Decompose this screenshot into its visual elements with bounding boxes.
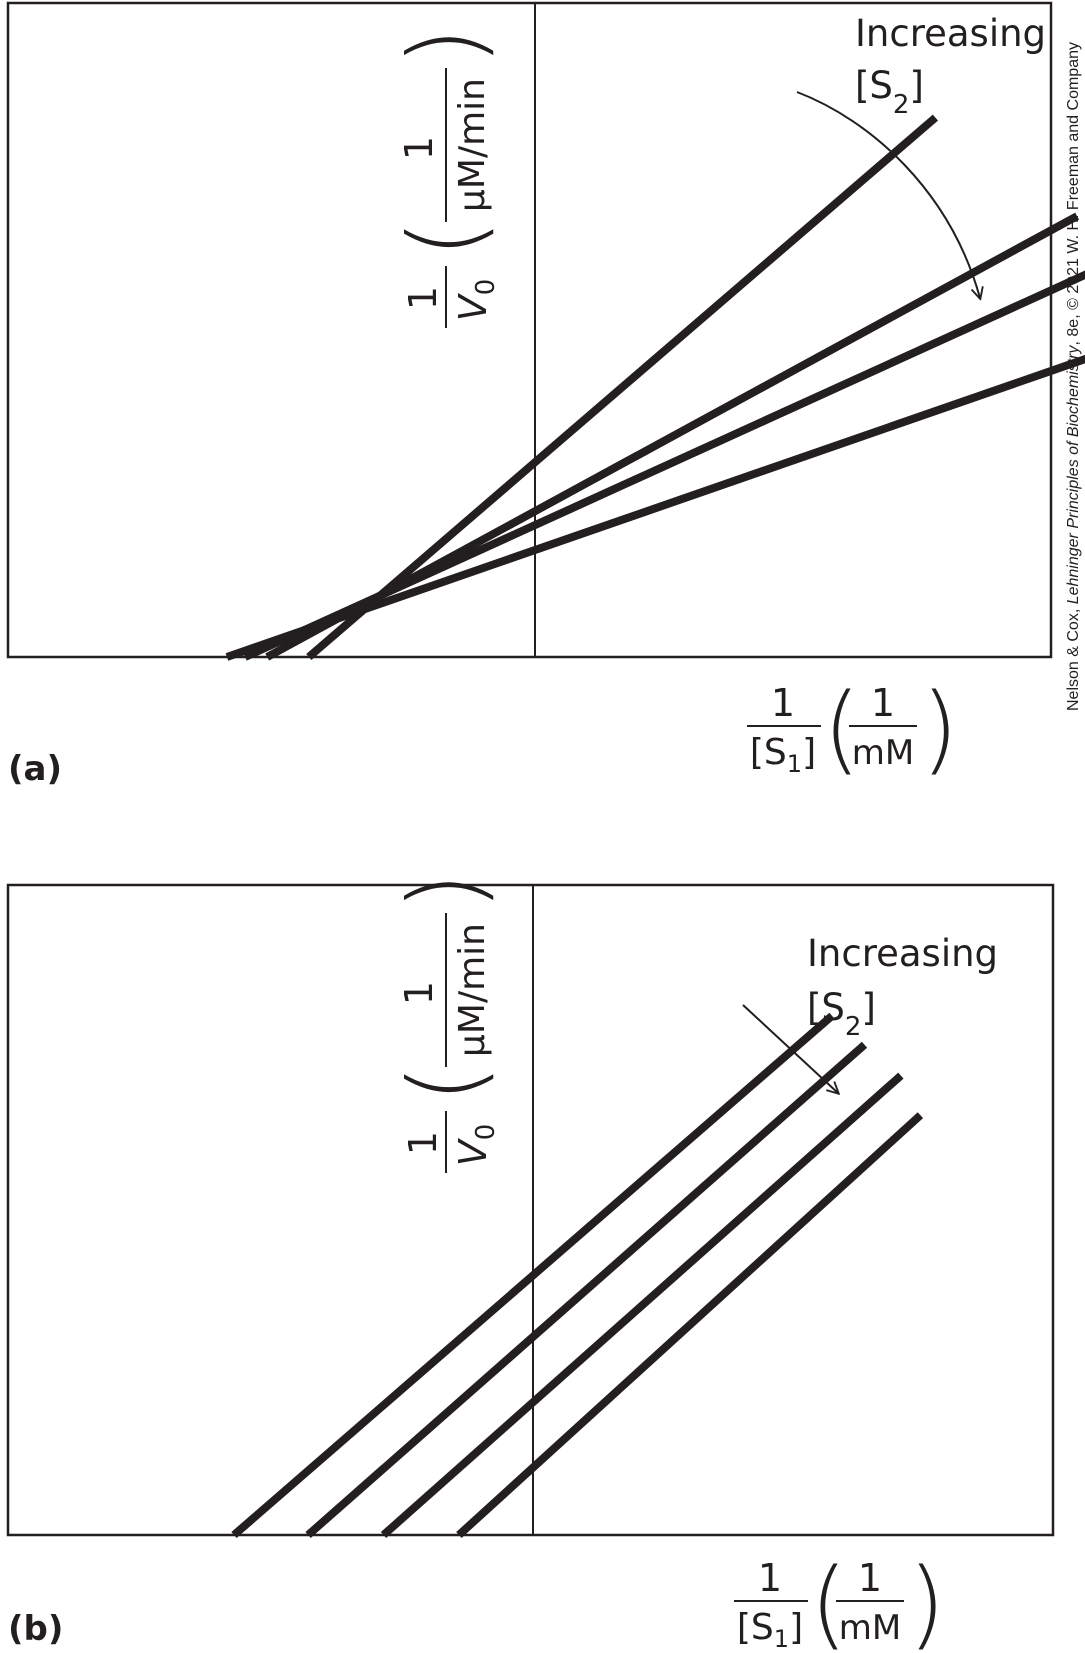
panel-a-frame: [6, 1, 1053, 659]
panel-b-label: (b): [8, 1609, 63, 1649]
panel-b-annotation-line2: [S2]: [807, 986, 876, 1042]
panel-b-frame: [6, 883, 1055, 1537]
panel-b-series-line-2: [305, 1041, 868, 1539]
panel-b-series-line-1: [231, 1012, 835, 1539]
panel-b-x-unit-den: mM: [839, 1608, 901, 1648]
panel-b-x-unit-paren-right: ): [908, 1548, 945, 1653]
panel-a: Increasing [S2] 1 V0 ( 1 µM/min ) 1 [S1]…: [6, 1, 1085, 789]
panel-a-y-frac-num: 1: [401, 286, 445, 310]
panel-b-increasing-arrow: [742, 1004, 838, 1093]
panel-b-y-frac-den: V0: [451, 1124, 501, 1167]
panel-b-y-unit-num: 1: [397, 981, 441, 1005]
panel-a-annotation-line2: [S2]: [855, 64, 924, 120]
panel-a-x-label: 1 [S1] ( 1 mM ): [747, 673, 958, 785]
panel-b-y-unit-den: µM/min: [452, 923, 493, 1057]
panel-a-x-unit-paren-right: ): [921, 673, 958, 785]
panel-a-label: (a): [8, 749, 62, 789]
panel-a-y-label: 1 V0 ( 1 µM/min ): [387, 27, 504, 328]
panel-b-series: [231, 1012, 924, 1539]
panel-a-x-unit-paren-left: (: [823, 673, 860, 785]
panel-a-x-unit-den: mM: [852, 733, 914, 773]
panel-a-y-unit-num: 1: [397, 136, 441, 160]
panel-a-y-unit-den: µM/min: [452, 78, 493, 212]
panel-a-x-frac-num: 1: [771, 681, 795, 725]
panel-b: Increasing [S2] 1 V0 ( 1 µM/min ) 1 [S1]…: [6, 872, 1055, 1653]
panel-a-annotation-line1: Increasing: [855, 12, 1046, 55]
panel-a-x-frac-den: [S1]: [750, 732, 816, 778]
panel-a-y-unit-paren-right: ): [387, 27, 504, 66]
panel-a-x-unit-num: 1: [871, 681, 895, 725]
panel-b-y-frac-num: 1: [401, 1131, 445, 1155]
credit-line: Nelson & Cox, Lehninger Principles of Bi…: [1065, 42, 1082, 711]
panel-b-y-label: 1 V0 ( 1 µM/min ): [387, 872, 504, 1173]
panel-a-series-line-4: [225, 354, 1085, 661]
panel-a-increasing-arrow: [796, 91, 980, 298]
panel-b-series-line-4: [456, 1112, 924, 1538]
panel-b-y-unit-paren-right: ): [387, 872, 504, 911]
panel-a-y-unit-paren-left: (: [387, 219, 504, 258]
panel-a-series-line-1: [306, 114, 939, 661]
panel-b-series-line-3: [380, 1072, 904, 1538]
panel-b-x-frac-den: [S1]: [737, 1607, 803, 1653]
panel-a-y-frac-den: V0: [451, 279, 501, 322]
panel-b-y-unit-paren-left: (: [387, 1064, 504, 1103]
panel-b-x-frac-num: 1: [758, 1556, 782, 1600]
panel-b-annotation-line1: Increasing: [807, 932, 998, 975]
panel-b-x-unit-num: 1: [858, 1556, 882, 1600]
panel-b-x-label: 1 [S1] ( 1 mM ): [734, 1548, 945, 1653]
panel-a-series-line-3: [243, 270, 1085, 661]
panel-a-series: [225, 114, 1085, 661]
